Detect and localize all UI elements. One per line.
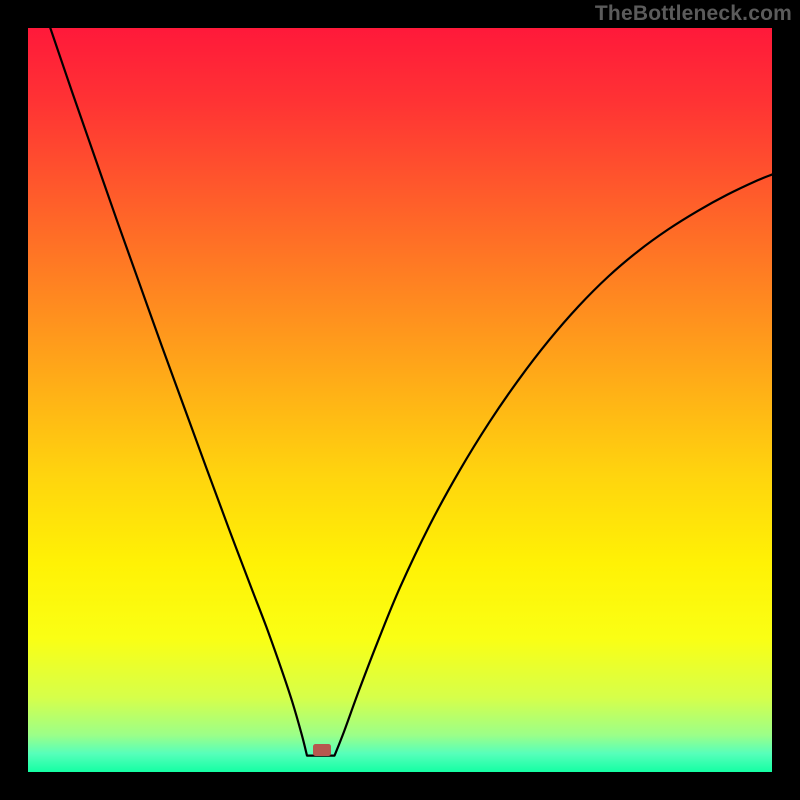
plot-area (28, 28, 772, 772)
bottleneck-marker (313, 744, 331, 756)
bottleneck-curve (28, 28, 772, 772)
watermark-text: TheBottleneck.com (595, 2, 792, 26)
chart-frame: TheBottleneck.com (0, 0, 800, 800)
